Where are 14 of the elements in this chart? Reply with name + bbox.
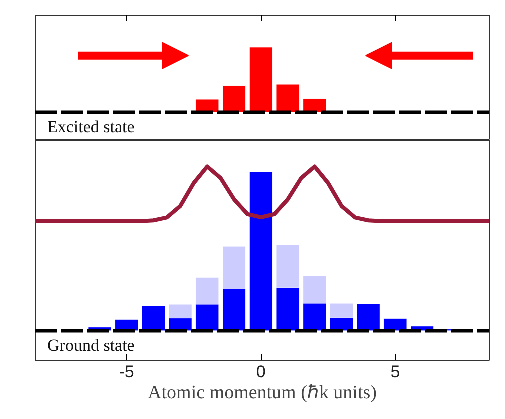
x-tick-label: -5 xyxy=(119,362,134,382)
x-tick-label: 5 xyxy=(390,362,400,382)
text: Ground state xyxy=(48,336,135,355)
bar xyxy=(356,304,380,332)
bar xyxy=(222,86,246,113)
bar xyxy=(142,306,166,332)
bar xyxy=(249,172,273,332)
bar xyxy=(276,84,300,113)
text: Excited state xyxy=(48,118,135,137)
x-axis-title: Atomic momentum (ℏk units) xyxy=(148,382,377,404)
bar xyxy=(196,99,220,113)
x-tick-label: 0 xyxy=(256,362,266,382)
bar xyxy=(249,47,273,113)
bar xyxy=(303,98,327,113)
